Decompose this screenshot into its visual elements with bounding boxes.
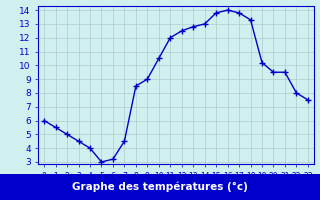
Text: Graphe des températures (°c): Graphe des températures (°c) (72, 182, 248, 192)
